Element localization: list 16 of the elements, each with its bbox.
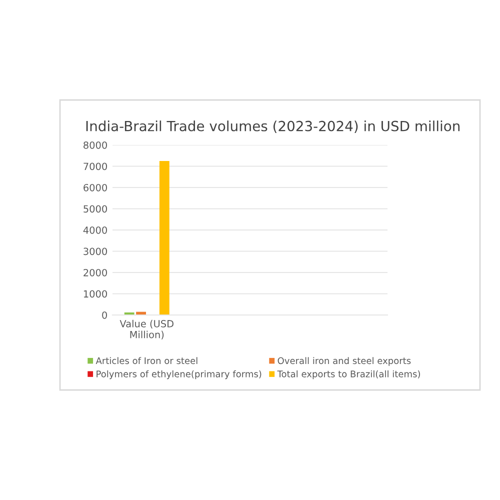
y-tick-label: 4000 [83,226,107,234]
x-tick-label: Value (USD Million) [120,320,174,340]
legend-label: Overall iron and steel exports [278,357,411,366]
y-tick-label: 2000 [84,268,107,276]
legend-label: Polymers of ethylene(primary forms) [96,370,262,380]
bar [159,160,170,315]
y-tick-label: 7000 [84,162,107,170]
y-tick-label: 1000 [84,290,107,298]
y-tick-label: 3000 [84,248,107,256]
y-tick-label: 8000 [84,141,107,149]
legend-label: Total exports to Brazil(all items) [277,370,420,380]
y-tick-label: 0 [102,311,107,319]
chart-title: India-Brazil Trade volumes (2023-2024) in USD million [86,120,460,133]
legend-label: Articles of Iron or steel [96,357,198,364]
y-tick-label: 5000 [84,205,107,213]
y-tick-label: 6000 [84,184,107,192]
